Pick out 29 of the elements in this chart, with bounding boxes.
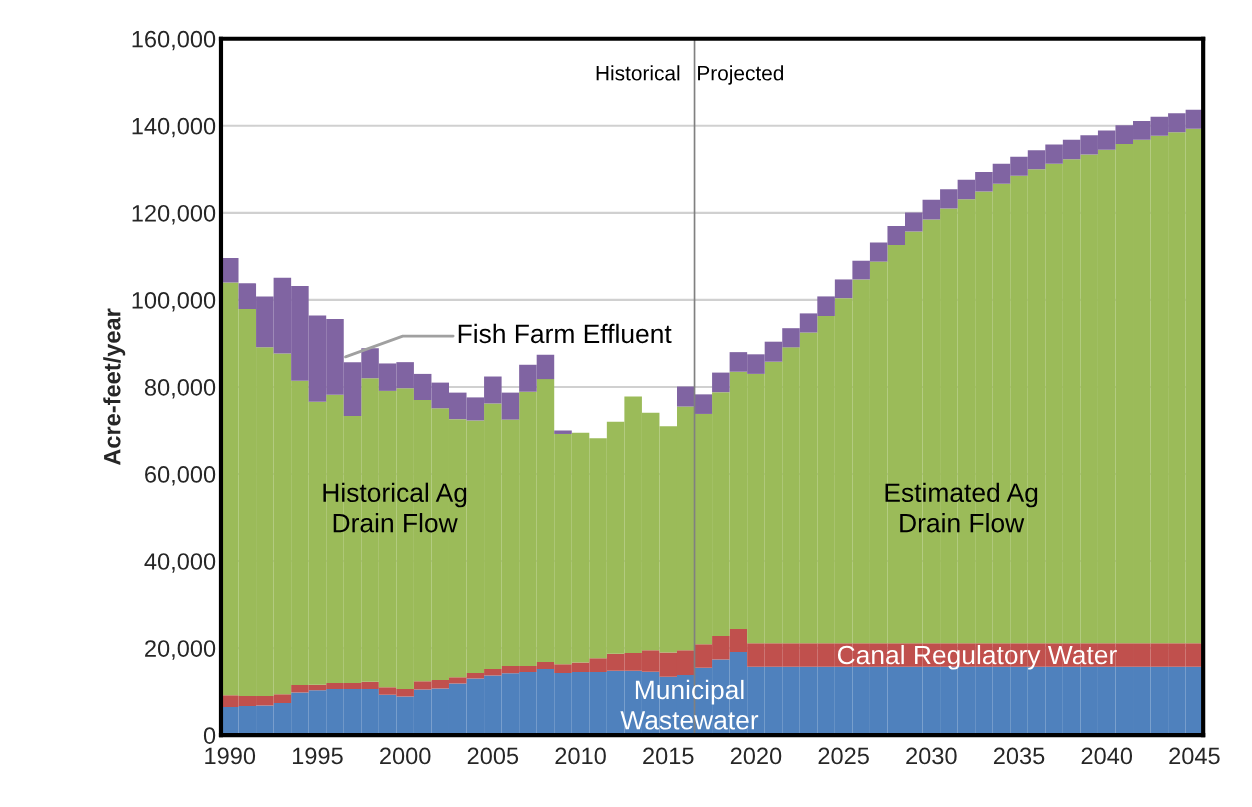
x-tick-label: 2025 <box>818 747 869 765</box>
annotation: Historical Ag Drain Flow <box>323 482 467 533</box>
x-tick-label: 2045 <box>1169 747 1220 765</box>
x-tick-label: 2030 <box>906 747 957 765</box>
annotation: Fish Farm Effluent <box>458 323 672 344</box>
y-tick-label: 20,000 <box>145 640 216 660</box>
y-tick-label: 60,000 <box>145 466 216 486</box>
x-tick-label: 1995 <box>292 747 343 765</box>
x-tick-label: 1990 <box>205 747 256 765</box>
y-tick-label: 140,000 <box>132 117 216 138</box>
annotation: Estimated Ag Drain Flow <box>885 482 1038 533</box>
x-tick-label: 2015 <box>643 747 694 765</box>
y-tick-label: 120,000 <box>132 204 216 225</box>
y-tick-label: 100,000 <box>132 291 216 312</box>
y-tick-label: 0 <box>203 727 216 744</box>
annotation: Municipal Wastewater <box>620 679 759 730</box>
x-tick-label: 2020 <box>730 747 782 765</box>
annotation: Projected <box>698 65 784 85</box>
annotation: Canal Regulatory Water <box>837 644 1117 670</box>
x-tick-label: 2000 <box>380 747 431 765</box>
x-tick-label: 2040 <box>1081 747 1133 765</box>
y-tick-label: 40,000 <box>144 553 216 573</box>
x-tick-label: 2005 <box>467 747 519 765</box>
y-axis-title: Acre-feet/year <box>103 308 126 466</box>
y-tick-label: 160,000 <box>132 30 216 51</box>
y-tick-label: 80,000 <box>144 379 216 399</box>
x-tick-label: 2035 <box>993 747 1045 765</box>
annotation: Historical <box>596 65 680 81</box>
x-tick-label: 2010 <box>555 747 606 765</box>
